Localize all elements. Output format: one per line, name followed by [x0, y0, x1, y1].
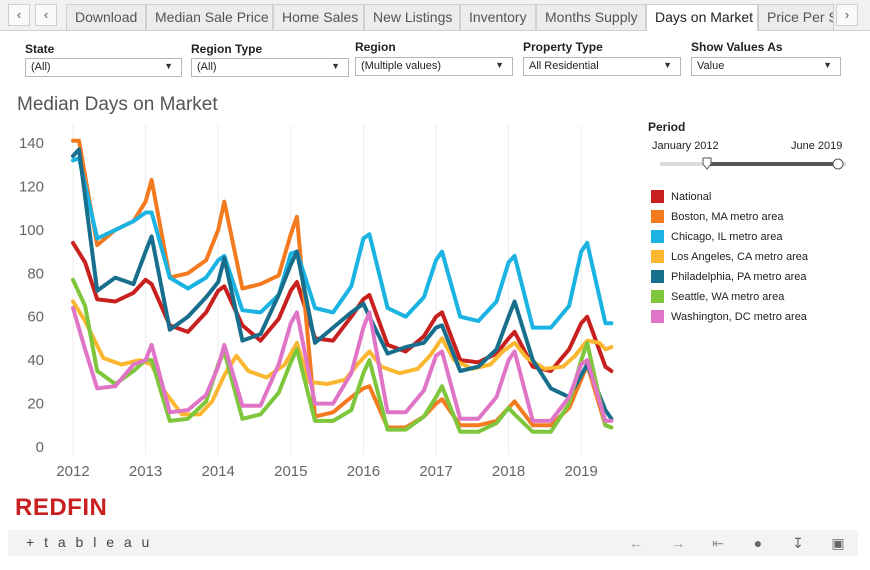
y-tick-label: 40 — [27, 352, 44, 369]
x-tick-label: 2019 — [565, 463, 598, 480]
tab-days-on-market[interactable]: Days on Market — [646, 4, 758, 31]
tab-download[interactable]: Download — [66, 4, 146, 30]
legend-label: Boston, MA metro area — [671, 211, 784, 223]
tab-months-supply[interactable]: Months Supply — [536, 4, 646, 30]
arrow-left-icon: ← — [629, 535, 643, 551]
x-tick-label: 2016 — [347, 463, 380, 480]
dropdown-caret-icon: ▼ — [823, 60, 832, 70]
property-type-filter-value: All Residential — [529, 60, 599, 72]
tab-bar: ‹ ‹ Download Median Sale Price Home Sale… — [0, 0, 870, 31]
x-tick-label: 2015 — [274, 463, 307, 480]
dropdown-caret-icon: ▼ — [663, 60, 672, 70]
y-tick-label: 20 — [27, 396, 44, 413]
region-type-filter-label: Region Type — [191, 42, 263, 56]
dropdown-caret-icon: ▼ — [495, 60, 504, 70]
y-tick-label: 80 — [27, 265, 44, 282]
dropdown-caret-icon: ▼ — [331, 61, 340, 71]
region-filter-select[interactable]: (Multiple values) ▼ — [355, 57, 513, 76]
legend-swatch — [651, 230, 664, 243]
period-slider-range — [707, 162, 838, 166]
series-line — [71, 299, 614, 417]
download-icon: ↧ — [792, 535, 804, 551]
region-type-filter-select[interactable]: (All) ▼ — [191, 58, 349, 77]
chevron-left-icon: ‹ — [43, 7, 49, 22]
x-tick-label: 2014 — [202, 463, 235, 480]
state-filter-select[interactable]: (All) ▼ — [25, 58, 182, 77]
redo-button[interactable]: → — [668, 535, 688, 551]
arrow-right-icon: → — [671, 535, 685, 551]
tab-home-sales[interactable]: Home Sales — [273, 4, 364, 30]
legend-label: Los Angeles, CA metro area — [671, 251, 808, 263]
tab-new-listings[interactable]: New Listings — [364, 4, 460, 30]
tableau-logo: + t a b l e a u — [26, 534, 153, 550]
legend-label: Philadelphia, PA metro area — [671, 271, 807, 283]
chevron-right-icon: › — [844, 7, 850, 22]
y-tick-label: 140 — [19, 135, 44, 152]
undo-button[interactable]: ← — [626, 535, 646, 551]
tab-scroll-left-button[interactable]: ‹ — [8, 4, 30, 26]
period-end-label: June 2019 — [791, 140, 843, 152]
series-line — [71, 277, 614, 434]
redfin-logo: REDFIN — [15, 494, 108, 521]
x-tick-label: 2013 — [129, 463, 162, 480]
chevron-left-icon: ‹ — [16, 7, 22, 22]
y-tick-label: 0 — [36, 439, 44, 456]
chart-title: Median Days on Market — [17, 94, 218, 115]
property-type-filter-select[interactable]: All Residential ▼ — [523, 57, 681, 76]
tab-scroll-left-button-2[interactable]: ‹ — [35, 4, 57, 26]
y-tick-label: 100 — [19, 222, 44, 239]
series-line — [71, 156, 614, 330]
show-values-as-filter-label: Show Values As — [691, 40, 783, 54]
show-values-as-filter-select[interactable]: Value ▼ — [691, 57, 841, 76]
revert-icon: ⇤ — [712, 535, 724, 551]
x-tick-label: 2012 — [56, 463, 89, 480]
legend-swatch — [651, 270, 664, 283]
legend-swatch — [651, 310, 664, 323]
period-filter-label: Period — [648, 120, 686, 134]
series-line — [71, 147, 614, 421]
share-icon: ● — [753, 535, 763, 551]
legend-swatch — [651, 290, 664, 303]
period-slider[interactable] — [650, 155, 850, 175]
tab-inventory[interactable]: Inventory — [460, 4, 536, 30]
fullscreen-button[interactable]: ▣ — [828, 535, 848, 551]
state-filter-label: State — [25, 42, 55, 56]
region-filter-label: Region — [355, 40, 396, 54]
legend-swatch — [651, 250, 664, 263]
x-tick-label: 2017 — [419, 463, 452, 480]
series-line — [71, 138, 614, 430]
legend-swatch — [651, 210, 664, 223]
legend-label: Seattle, WA metro area — [671, 291, 785, 303]
show-values-as-filter-value: Value — [697, 60, 725, 72]
region-filter-value: (Multiple values) — [361, 60, 442, 72]
fullscreen-icon: ▣ — [831, 535, 845, 551]
tab-median-sale-price[interactable]: Median Sale Price — [146, 4, 273, 30]
x-tick-label: 2018 — [492, 463, 525, 480]
legend-swatch — [651, 190, 664, 203]
revert-button[interactable]: ⇤ — [708, 535, 728, 551]
legend-label: Chicago, IL metro area — [671, 231, 783, 243]
share-button[interactable]: ● — [748, 535, 768, 551]
region-type-filter-value: (All) — [197, 61, 217, 73]
tab-scroll-right-button[interactable]: › — [836, 4, 858, 26]
download-button[interactable]: ↧ — [788, 535, 808, 551]
dropdown-caret-icon: ▼ — [164, 61, 173, 71]
series-line — [71, 306, 614, 423]
state-filter-value: (All) — [31, 61, 51, 73]
tab-price-per-sqft[interactable]: Price Per S — [758, 4, 834, 30]
y-tick-label: 60 — [27, 309, 44, 326]
y-tick-label: 120 — [19, 178, 44, 195]
property-type-filter-label: Property Type — [523, 40, 603, 54]
legend-label: National — [671, 191, 712, 203]
period-slider-start-handle[interactable] — [702, 157, 712, 170]
legend-label: Washington, DC metro area — [671, 311, 807, 323]
period-start-label: January 2012 — [652, 140, 719, 152]
tableau-toolbar: + t a b l e a u ← → ⇤ ● ↧ ▣ — [8, 530, 858, 556]
period-slider-end-handle[interactable] — [832, 158, 844, 170]
